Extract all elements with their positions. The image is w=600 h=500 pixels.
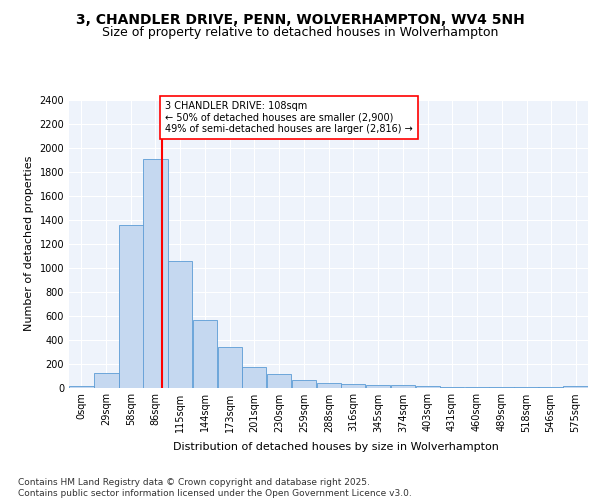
Bar [416, 386, 440, 388]
Bar [440, 387, 464, 388]
Text: 3, CHANDLER DRIVE, PENN, WOLVERHAMPTON, WV4 5NH: 3, CHANDLER DRIVE, PENN, WOLVERHAMPTON, … [76, 12, 524, 26]
Bar [391, 385, 415, 388]
Text: Size of property relative to detached houses in Wolverhampton: Size of property relative to detached ho… [102, 26, 498, 39]
Bar [267, 374, 292, 388]
Bar [193, 320, 217, 388]
Bar [464, 387, 489, 388]
Bar [292, 380, 316, 388]
Bar [218, 348, 242, 388]
Bar [563, 386, 588, 388]
Bar [490, 387, 514, 388]
Text: 3 CHANDLER DRIVE: 108sqm
← 50% of detached houses are smaller (2,900)
49% of sem: 3 CHANDLER DRIVE: 108sqm ← 50% of detach… [165, 100, 413, 134]
Bar [143, 158, 167, 388]
Text: Distribution of detached houses by size in Wolverhampton: Distribution of detached houses by size … [173, 442, 499, 452]
Bar [365, 384, 390, 388]
Bar [242, 367, 266, 388]
Bar [168, 261, 193, 388]
Bar [69, 386, 94, 388]
Bar [119, 225, 143, 388]
Bar [514, 387, 539, 388]
Bar [341, 384, 365, 388]
Text: Contains HM Land Registry data © Crown copyright and database right 2025.
Contai: Contains HM Land Registry data © Crown c… [18, 478, 412, 498]
Y-axis label: Number of detached properties: Number of detached properties [24, 156, 34, 332]
Bar [317, 382, 341, 388]
Bar [94, 372, 119, 388]
